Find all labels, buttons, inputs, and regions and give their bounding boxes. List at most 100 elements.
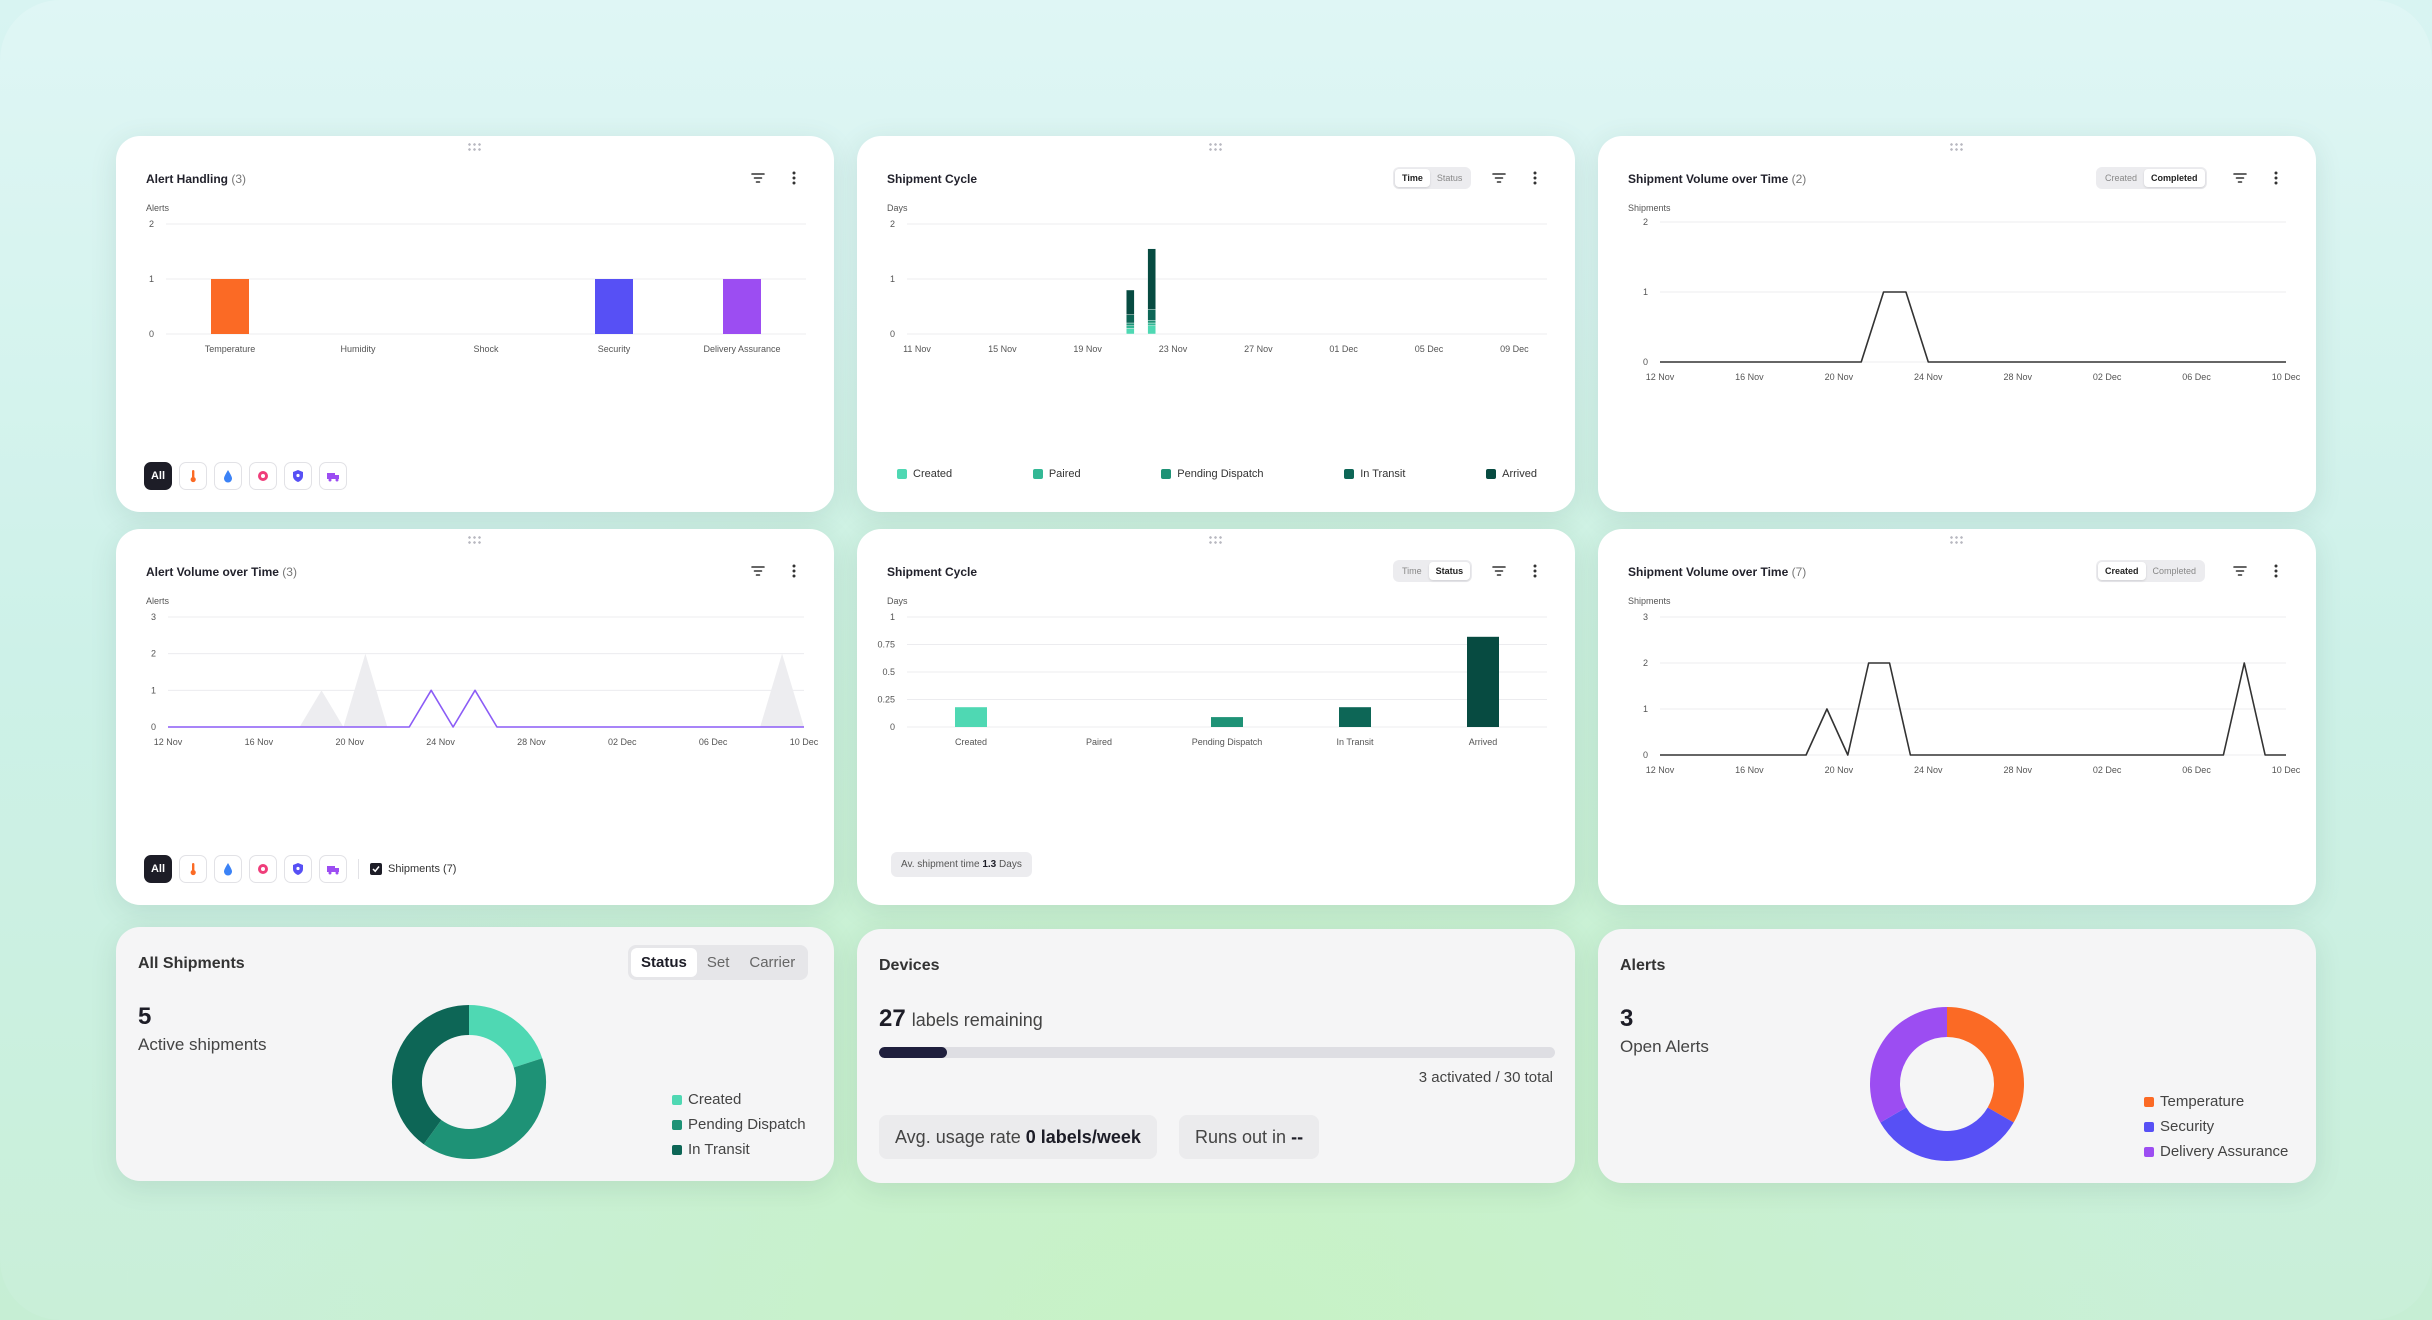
bar-segment [1147, 309, 1156, 321]
toggle-completed[interactable]: Completed [2144, 169, 2205, 187]
shipments-checkbox[interactable]: Shipments (7) [370, 863, 456, 875]
bar-segment [1147, 320, 1156, 324]
filter-icon[interactable] [748, 168, 768, 188]
droplet-icon[interactable] [214, 855, 242, 883]
drag-handle-icon[interactable] [1949, 142, 1965, 152]
alert-volume-chart: 0 1 2 3 12 Nov 16 Nov 20 Nov 24 Nov 28 Nov 02 Dec… [151, 612, 819, 747]
filter-icon[interactable] [1489, 561, 1509, 581]
alert-type-filter: All Shipments (7) [144, 855, 456, 883]
donut-slice [468, 1005, 543, 1069]
more-vertical-icon[interactable] [1525, 168, 1545, 188]
legend-item[interactable]: Created [897, 468, 952, 480]
x-tick-label: Security [598, 344, 631, 354]
y-tick-label: 1 [151, 685, 156, 695]
tab-status[interactable]: Status [631, 948, 697, 977]
shock-icon[interactable] [249, 462, 277, 490]
truck-icon[interactable] [319, 462, 347, 490]
group-by-tabs: Status Set Carrier [628, 945, 809, 980]
all-shipments-donut [392, 1005, 546, 1159]
x-tick-label: Temperature [205, 344, 256, 354]
x-tick-label: 15 Nov [988, 344, 1017, 354]
filter-icon[interactable] [748, 561, 768, 581]
y-axis-label: Shipments [1628, 203, 1671, 213]
filter-all-chip[interactable]: All [144, 462, 172, 490]
bar-segment [1126, 289, 1135, 315]
card-title: Devices [879, 957, 940, 974]
toggle-completed[interactable]: Completed [2152, 566, 2197, 576]
legend-item[interactable]: Pending Dispatch [1161, 468, 1264, 480]
drag-handle-icon[interactable] [1208, 535, 1224, 545]
legend-item[interactable]: In Transit [1344, 468, 1405, 480]
progress-fill [879, 1047, 947, 1058]
shipment-volume-created-chart: 0 1 2 3 12 Nov 16 Nov 20 Nov 24 Nov 28 Nov 02 Dec… [1643, 612, 2301, 775]
labels-progress-bar [879, 1047, 1555, 1058]
x-tick-label: 10 Dec [790, 737, 819, 747]
toggle-status[interactable]: Status [1428, 562, 1471, 580]
toggle-created[interactable]: Created [2105, 173, 2138, 183]
bar-segment [1147, 325, 1156, 335]
tab-carrier[interactable]: Carrier [749, 954, 796, 971]
more-vertical-icon[interactable] [784, 561, 804, 581]
x-tick-label: 28 Nov [2003, 372, 2032, 382]
card-title: Alert Volume over Time (3) [146, 565, 297, 579]
legend-item[interactable]: Paired [1032, 468, 1081, 480]
x-tick-label: Paired [1086, 737, 1112, 747]
shipment-cycle-status-card: Shipment Cycle Time Status Days 0 0.25 0.5… [857, 529, 1575, 905]
shipment-volume-completed-card: Shipment Volume over Time (2) Created Co… [1598, 136, 2316, 512]
shipments-area [168, 653, 804, 727]
filter-all-chip[interactable]: All [144, 855, 172, 883]
x-tick-label: 09 Dec [1500, 344, 1529, 354]
y-tick-label: 0.5 [882, 667, 895, 677]
runs-out-in: Runs out in -- [1179, 1115, 1320, 1159]
activated-total: 3 activated / 30 total [1418, 1069, 1553, 1086]
drag-handle-icon[interactable] [1949, 535, 1965, 545]
x-tick-label: 28 Nov [517, 737, 546, 747]
card-title: Shipment Cycle [887, 565, 978, 579]
bar-segment [1126, 322, 1135, 326]
shield-icon[interactable] [284, 855, 312, 883]
card-title: Alert Handling (3) [146, 172, 247, 186]
x-tick-label: 19 Nov [1073, 344, 1102, 354]
toggle-time[interactable]: Time [1402, 566, 1422, 576]
x-tick-label: 06 Dec [2182, 372, 2211, 382]
truck-icon[interactable] [319, 855, 347, 883]
drag-handle-icon[interactable] [1208, 142, 1224, 152]
x-tick-label: 10 Dec [2272, 765, 2301, 775]
thermometer-icon[interactable] [179, 462, 207, 490]
more-vertical-icon[interactable] [1525, 561, 1545, 581]
x-tick-label: 05 Dec [1415, 344, 1444, 354]
more-vertical-icon[interactable] [784, 168, 804, 188]
filter-icon[interactable] [1489, 168, 1509, 188]
drag-handle-icon[interactable] [467, 142, 483, 152]
avg-usage-rate: Avg. usage rate 0 labels/week [879, 1115, 1157, 1159]
checkbox-checked-icon[interactable] [370, 863, 382, 875]
drag-handle-icon[interactable] [467, 535, 483, 545]
droplet-icon[interactable] [214, 462, 242, 490]
bar [1467, 636, 1499, 727]
shock-icon[interactable] [249, 855, 277, 883]
card-title: Alerts [1620, 957, 1666, 974]
legend-item: Pending Dispatch [672, 1112, 806, 1137]
y-tick-label: 0 [149, 329, 154, 339]
y-tick-label: 1 [1643, 287, 1648, 297]
card-title: Shipment Volume over Time (2) [1628, 172, 1807, 186]
toggle-status[interactable]: Status [1436, 173, 1463, 183]
filter-icon[interactable] [2230, 168, 2250, 188]
x-tick-label: 02 Dec [2093, 765, 2122, 775]
more-vertical-icon[interactable] [2266, 561, 2286, 581]
x-tick-label: 20 Nov [335, 737, 364, 747]
toggle-time[interactable]: Time [1395, 169, 1430, 187]
tab-set[interactable]: Set [706, 954, 730, 971]
more-vertical-icon[interactable] [2266, 168, 2286, 188]
x-tick-label: Created [955, 737, 987, 747]
bar [1339, 707, 1371, 727]
toggle-created[interactable]: Created [2098, 562, 2146, 580]
legend-item: Security [2144, 1114, 2288, 1139]
filter-icon[interactable] [2230, 561, 2250, 581]
shield-icon[interactable] [284, 462, 312, 490]
x-tick-label: Delivery Assurance [703, 344, 780, 354]
legend-item[interactable]: Arrived [1486, 468, 1537, 480]
thermometer-icon[interactable] [179, 855, 207, 883]
donut-slice [1946, 1007, 2024, 1123]
created-completed-toggle: Created Completed [2096, 560, 2206, 582]
